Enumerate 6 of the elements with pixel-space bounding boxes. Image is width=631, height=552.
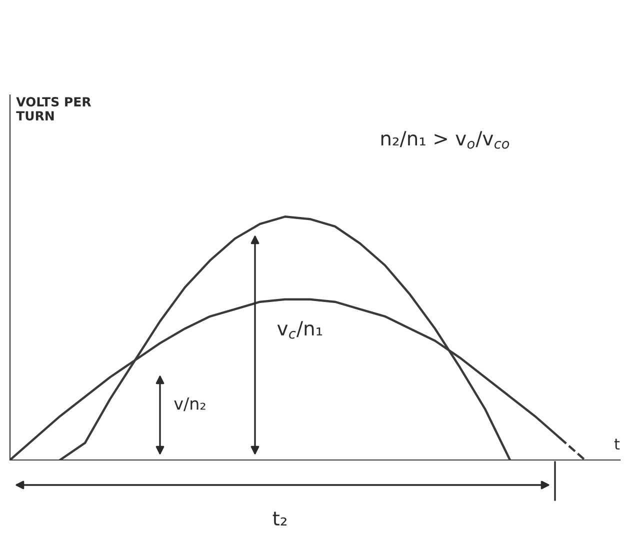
x-axis-title: t [614, 438, 620, 450]
annotation: v$_{c}$/n₁ [277, 321, 322, 339]
annotation: v/n₂ [174, 397, 206, 412]
text: t₂ [272, 512, 286, 526]
text: n₂/n₁ > v$_{o}$/v$_{co}$ [381, 131, 510, 149]
text: VOLTS PER TURN [16, 97, 92, 120]
